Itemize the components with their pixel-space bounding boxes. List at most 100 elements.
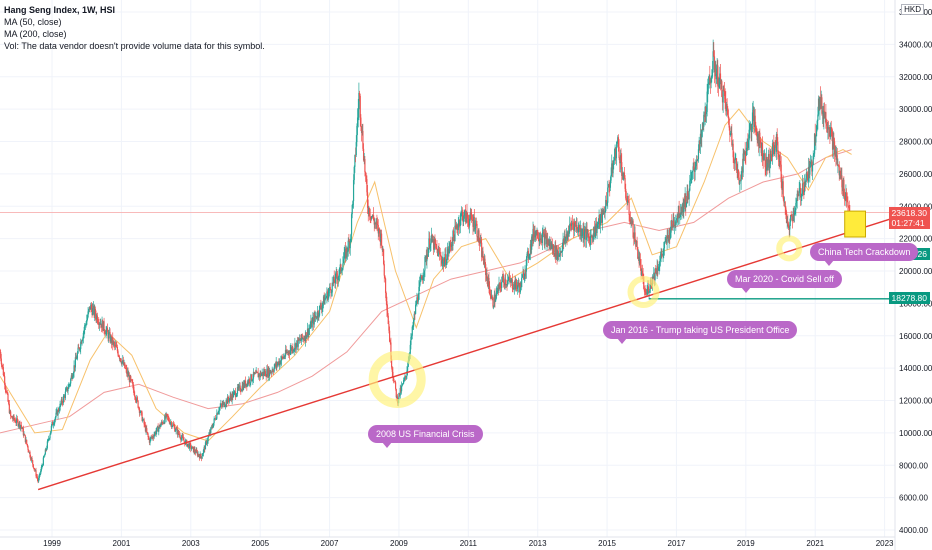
candle-body: [12, 415, 14, 420]
candle-body: [110, 336, 113, 344]
currency-badge[interactable]: HKD: [901, 4, 924, 15]
candle-body: [759, 140, 762, 144]
candle-body: [8, 403, 10, 414]
candle-body: [404, 376, 406, 379]
highlight-box[interactable]: [844, 210, 867, 238]
candle-body: [134, 395, 136, 397]
note-2016-trump[interactable]: Jan 2016 - Trump taking US President Off…: [603, 321, 798, 344]
level-tag-2: 18278.80: [888, 292, 930, 304]
legend-title: Hang Seng Index, 1W, HSI: [4, 5, 116, 15]
legend-volume: Vol: The data vendor doesn't provide vol…: [4, 41, 265, 51]
candle-body: [36, 476, 38, 480]
candle-body: [100, 323, 103, 328]
highlight-circle-2016[interactable]: [627, 276, 660, 309]
candle-body: [437, 249, 439, 257]
candle-body: [453, 235, 455, 241]
candle-body: [249, 382, 251, 384]
candle-body: [266, 369, 268, 377]
candle-body: [350, 234, 352, 241]
candle-body: [102, 320, 104, 331]
candle-body: [276, 363, 279, 366]
candle-body: [53, 423, 55, 425]
candle-body: [169, 422, 171, 424]
candle-body: [94, 308, 96, 316]
candle-body: [151, 436, 153, 438]
candle-body: [297, 338, 299, 347]
candle-body: [419, 280, 421, 283]
candle-body: [198, 455, 201, 459]
x-tick-label: 2005: [251, 539, 269, 548]
candle-body: [275, 362, 277, 367]
candle-body: [106, 327, 109, 332]
candle-body: [186, 440, 188, 447]
candle-body: [548, 239, 550, 246]
note-china-tech[interactable]: China Tech Crackdown: [810, 243, 919, 266]
candle-body: [142, 419, 145, 421]
candle-body: [60, 399, 62, 404]
candle-body: [230, 395, 232, 398]
candle-body: [553, 254, 555, 256]
candle-body: [386, 310, 389, 316]
candle-body: [457, 224, 459, 231]
candle-body: [465, 211, 467, 223]
highlight-circle-2008[interactable]: [368, 350, 426, 408]
candle-body: [705, 111, 708, 115]
candle-body: [273, 367, 275, 372]
candle-body: [603, 212, 605, 215]
candle-body: [763, 153, 766, 155]
candle-body: [126, 371, 129, 374]
candle-body: [773, 144, 775, 154]
candle-body: [446, 254, 448, 263]
y-tick-label: 28000.00: [899, 138, 932, 147]
y-tick-label: 20000.00: [899, 267, 932, 276]
candle-body: [246, 383, 248, 387]
candle-body: [526, 253, 528, 259]
candle-body: [267, 368, 269, 377]
candle-body: [5, 388, 7, 392]
candle-body: [525, 271, 527, 273]
candle-body: [511, 279, 513, 281]
candle-body: [483, 260, 485, 265]
candle-body: [252, 378, 254, 381]
candle-body: [370, 217, 372, 220]
candle-body: [611, 163, 614, 174]
candle-body: [517, 282, 519, 286]
candle-body: [207, 436, 209, 442]
candle-body: [349, 240, 351, 249]
highlight-circle-2020[interactable]: [776, 235, 803, 262]
candle-body: [33, 467, 35, 469]
candle-body: [572, 223, 574, 225]
candle-body: [502, 276, 504, 278]
candle-body: [607, 184, 610, 188]
note-2020-covid[interactable]: Mar 2020 - Covid Sell off: [727, 270, 842, 293]
candle-body: [143, 419, 145, 425]
candle-body: [560, 251, 562, 253]
candle-body: [477, 230, 479, 241]
trend-line[interactable]: [37, 216, 896, 491]
candle-body: [723, 90, 726, 97]
candle-body: [520, 283, 522, 288]
candle-body: [521, 274, 523, 278]
candle-body: [499, 282, 501, 284]
candle-body: [294, 343, 296, 349]
candle-body: [591, 236, 593, 238]
candle-body: [296, 340, 298, 344]
candle-body: [836, 155, 838, 166]
note-2008-crisis[interactable]: 2008 US Financial Crisis: [368, 425, 483, 448]
candle-body: [594, 232, 596, 237]
candle-body: [66, 387, 68, 390]
candle-body: [47, 439, 49, 442]
candle-body: [521, 277, 523, 288]
candle-body: [820, 97, 822, 109]
candle-body: [254, 372, 257, 374]
candle-body: [770, 150, 772, 157]
candle-body: [255, 371, 257, 374]
candle-body: [533, 231, 535, 238]
candle-body: [286, 352, 288, 354]
candle-body: [614, 147, 616, 158]
candle-body: [75, 357, 77, 359]
candle-body: [683, 199, 685, 213]
candle-body: [814, 133, 816, 143]
candle-body: [485, 264, 487, 276]
